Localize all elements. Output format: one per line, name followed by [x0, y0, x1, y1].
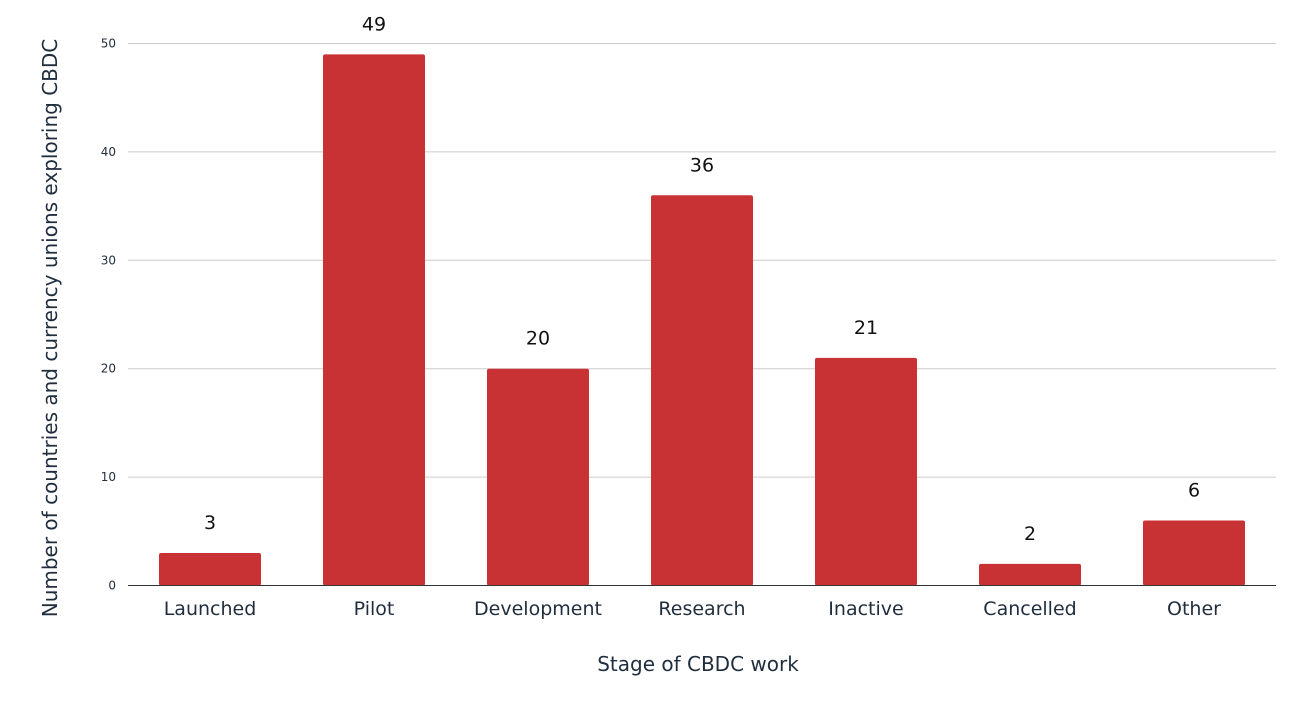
bar-inactive	[815, 357, 917, 586]
y-tick-label: 30	[101, 253, 116, 267]
y-tick-label: 20	[101, 362, 116, 376]
bar-launched	[159, 552, 261, 586]
x-category-label: Research	[658, 598, 745, 620]
bar-development	[487, 368, 589, 586]
x-axis-categories: Launched Pilot Development Research Inactive…	[164, 598, 1221, 620]
data-label: 2	[1024, 523, 1036, 545]
data-label: 49	[362, 13, 386, 35]
y-tick-label: 10	[101, 470, 116, 484]
x-category-label: Development	[474, 598, 602, 620]
x-category-label: Other	[1167, 598, 1221, 620]
bars	[159, 54, 1245, 586]
data-label: 20	[526, 328, 550, 350]
y-tick-label: 50	[101, 37, 116, 51]
x-category-label: Inactive	[828, 598, 903, 620]
data-label: 6	[1188, 479, 1200, 501]
x-category-label: Pilot	[354, 598, 395, 620]
y-tick-label: 40	[101, 145, 116, 159]
y-axis-ticks: 0 10 20 30 40 50	[101, 37, 116, 593]
bar-pilot	[323, 54, 425, 586]
y-axis-title: Number of countries and currency unions …	[38, 39, 62, 618]
bar-other	[1143, 520, 1245, 586]
data-labels: 3 49 20 36 21 2 6	[204, 13, 1200, 544]
bar-research	[651, 195, 753, 586]
data-label: 21	[854, 317, 878, 339]
x-category-label: Cancelled	[983, 598, 1076, 620]
bar-cancelled	[979, 563, 1081, 586]
data-label: 36	[690, 154, 714, 176]
x-axis-title: Stage of CBDC work	[597, 652, 799, 676]
y-tick-label: 0	[108, 579, 116, 593]
data-label: 3	[204, 512, 216, 534]
x-category-label: Launched	[164, 598, 257, 620]
